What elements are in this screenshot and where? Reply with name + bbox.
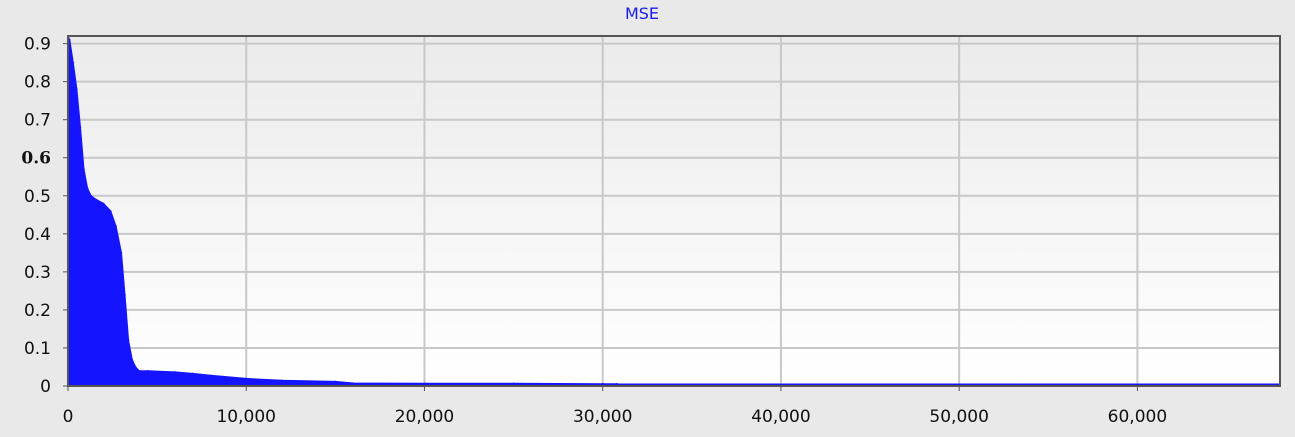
tick-labels: 0 0.1 0.2 0.3 0.4 0.5 0.6 0.7 0.8 0.9 0 10,000 20,00… <box>21 35 1167 427</box>
grid-lines <box>68 36 1280 386</box>
data-point <box>281 379 283 382</box>
data-point <box>110 210 112 212</box>
data-point <box>72 61 75 64</box>
data-point <box>512 382 515 385</box>
y-tick-label: 0.1 <box>24 339 51 359</box>
y-tick-label: 0.4 <box>24 225 51 245</box>
x-tick-label: 60,000 <box>1108 407 1167 427</box>
data-point <box>352 382 355 384</box>
data-point <box>102 202 105 205</box>
x-tick-label: 0 <box>63 407 74 427</box>
y-tick-label: 0.6 <box>21 149 51 169</box>
y-tick-label: 0.7 <box>24 111 51 131</box>
y-tick-label: 0.2 <box>24 301 51 321</box>
data-point <box>127 339 130 342</box>
data-point <box>209 374 212 377</box>
x-tick-label: 40,000 <box>751 407 810 427</box>
chart-title: MSE <box>625 4 659 23</box>
data-point <box>124 293 126 296</box>
data-point <box>76 88 78 91</box>
y-tick-label: 0.9 <box>24 35 51 55</box>
data-point <box>174 371 176 373</box>
data-point <box>616 382 618 385</box>
data-point <box>147 370 149 372</box>
x-tick-label: 10,000 <box>216 407 275 427</box>
data-point <box>90 195 92 197</box>
x-tick-label: 20,000 <box>395 407 454 427</box>
data-point <box>619 383 622 386</box>
data-point <box>79 126 82 129</box>
data-point <box>601 382 604 385</box>
data-point <box>131 358 133 361</box>
data-point <box>83 168 85 170</box>
data-point <box>86 187 89 189</box>
x-tick-label: 30,000 <box>573 407 632 427</box>
y-tick-label: 0.5 <box>24 187 51 207</box>
data-point <box>245 377 247 380</box>
y-tick-label: 0.3 <box>24 263 51 283</box>
plot-area <box>68 36 1280 386</box>
data-point <box>120 252 123 254</box>
data-point <box>115 225 117 227</box>
y-tick-label: 0 <box>40 377 51 397</box>
plot-border <box>67 35 1281 387</box>
data-point <box>69 39 71 41</box>
data-point <box>134 366 137 368</box>
data-point <box>334 380 337 383</box>
x-tick-label: 50,000 <box>929 407 988 427</box>
data-point <box>780 383 782 386</box>
data-point <box>95 198 98 201</box>
data-point <box>423 382 426 385</box>
y-tick-label: 0.8 <box>24 73 51 93</box>
data-point <box>192 372 194 375</box>
data-point <box>138 370 141 372</box>
